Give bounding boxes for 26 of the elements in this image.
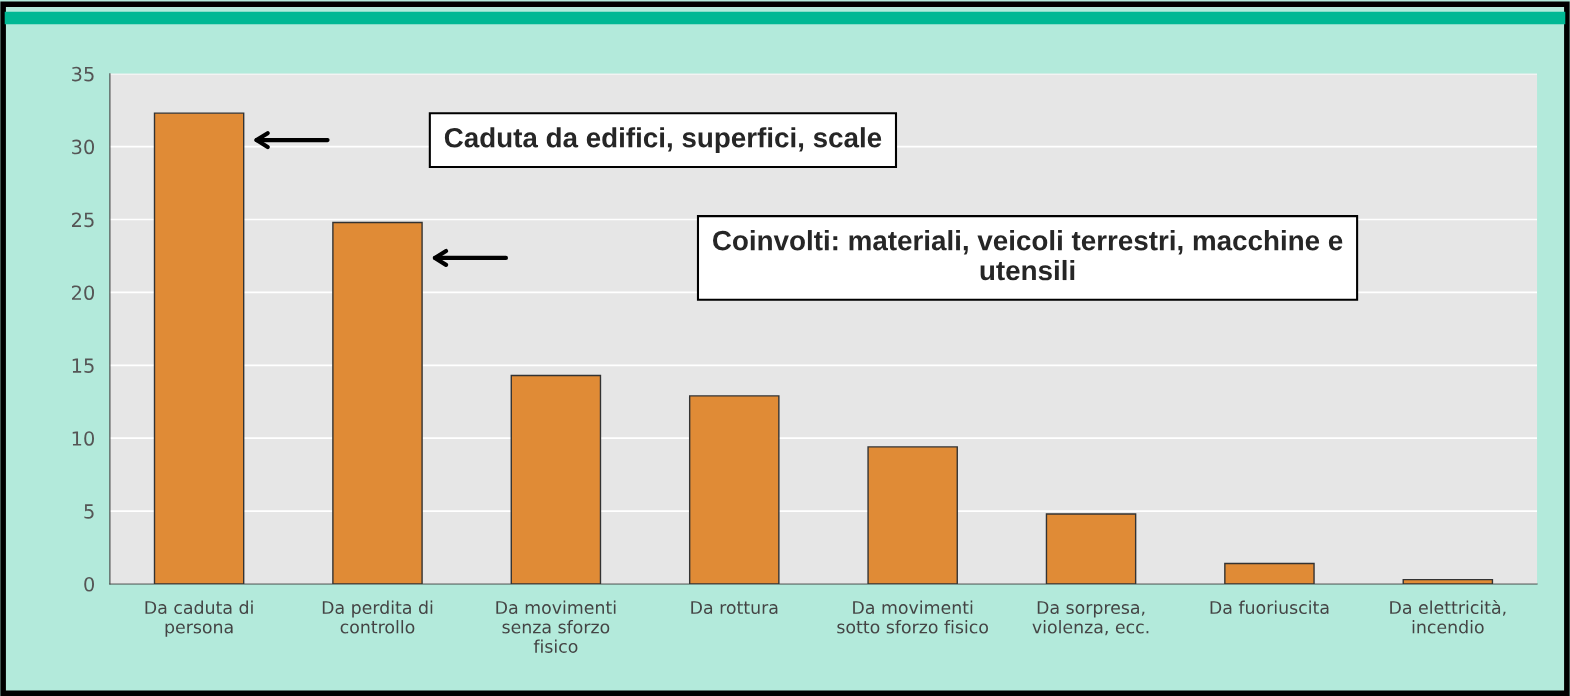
y-tick-label: 10 <box>72 431 95 446</box>
annotation: Caduta da edifici, superfici, scale <box>444 127 882 154</box>
y-tick-label: 25 <box>72 212 94 228</box>
x-tick-label: Da movimenti sotto sforzo fisico <box>837 600 988 634</box>
x-tick-label: Da movimenti senza sforzo fisico <box>496 600 616 653</box>
x-tick-label: Da caduta di persona <box>145 600 253 637</box>
x-tick-label: Da perdita di controllo <box>322 600 433 634</box>
bar <box>1402 578 1494 584</box>
bar <box>688 395 780 584</box>
bar <box>510 374 602 584</box>
y-tick-label: 35 <box>72 66 94 82</box>
y-tick-label: 0 <box>84 576 95 592</box>
y-tick-label: 30 <box>72 139 95 155</box>
x-tick-label: Da elettricità, incendio <box>1390 599 1506 634</box>
bar <box>1045 513 1137 584</box>
x-tick-label: Da sorpresa, violenza, ecc. <box>1032 601 1149 636</box>
y-tick-label: 15 <box>72 358 94 373</box>
bar <box>153 112 245 584</box>
x-tick-label: Da rottura <box>691 601 778 615</box>
bar <box>332 221 423 584</box>
x-tick-label: Da fuoriuscita <box>1210 600 1329 615</box>
y-tick-label: 20 <box>72 285 95 301</box>
y-tick-label: 5 <box>84 504 94 519</box>
bar <box>867 446 958 584</box>
annotation: Coinvolti: materiali, veicoli terrestri, macchine e utensili <box>713 230 1343 281</box>
bar <box>1224 562 1315 584</box>
